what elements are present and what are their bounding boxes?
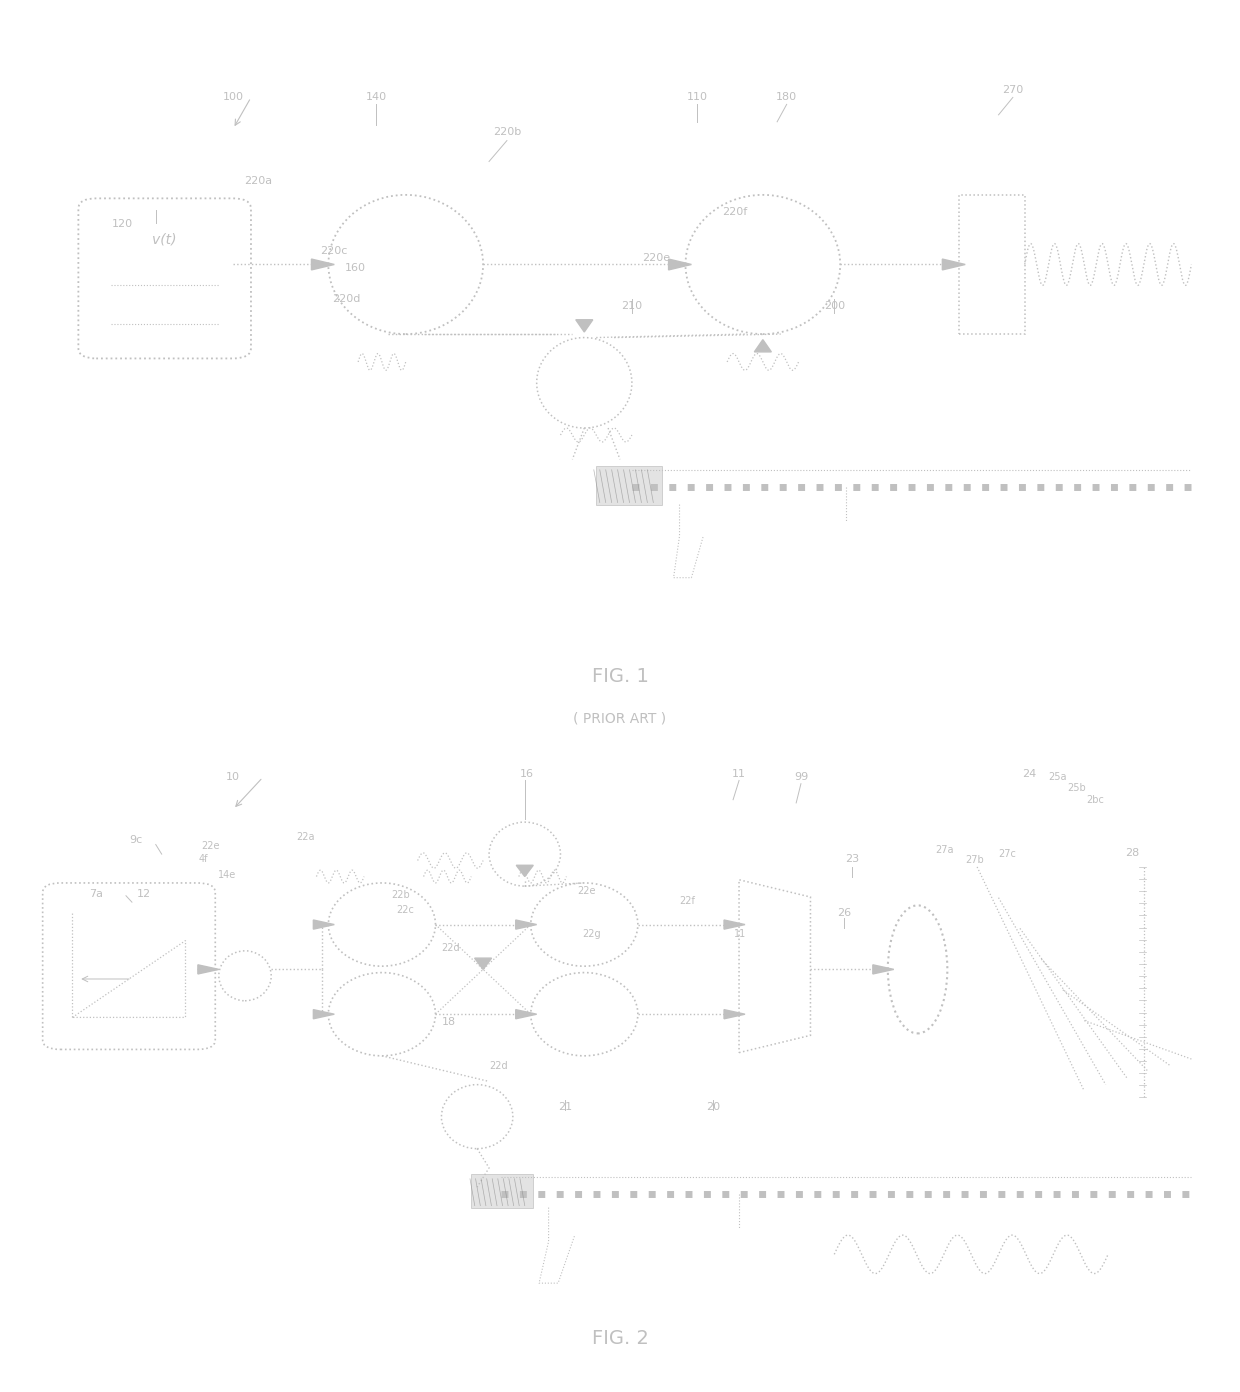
FancyBboxPatch shape xyxy=(596,466,662,505)
Text: 26: 26 xyxy=(837,908,851,919)
Polygon shape xyxy=(311,259,335,270)
Polygon shape xyxy=(198,965,218,974)
Text: 23: 23 xyxy=(846,855,859,864)
Text: 10: 10 xyxy=(226,773,241,782)
Polygon shape xyxy=(314,920,335,928)
Polygon shape xyxy=(516,920,537,928)
Text: 18: 18 xyxy=(441,1018,455,1027)
Text: 14e: 14e xyxy=(218,870,236,881)
Text: 22g: 22g xyxy=(582,930,600,940)
Text: 22f: 22f xyxy=(680,896,696,906)
Text: 140: 140 xyxy=(366,92,387,103)
Text: FIG. 2: FIG. 2 xyxy=(591,1329,649,1347)
Text: 160: 160 xyxy=(345,263,366,273)
Text: 12: 12 xyxy=(136,889,151,899)
Text: 22e: 22e xyxy=(201,841,219,851)
Polygon shape xyxy=(668,259,692,270)
Text: 220d: 220d xyxy=(332,294,361,305)
FancyBboxPatch shape xyxy=(471,1175,533,1208)
Text: 25a: 25a xyxy=(1049,773,1068,782)
Text: 27b: 27b xyxy=(965,855,985,864)
Polygon shape xyxy=(724,920,745,928)
Text: FIG. 1: FIG. 1 xyxy=(591,667,649,686)
Polygon shape xyxy=(475,958,491,969)
Text: 4f: 4f xyxy=(198,853,208,864)
Text: 110: 110 xyxy=(687,92,708,103)
Text: 24: 24 xyxy=(1022,770,1037,780)
Polygon shape xyxy=(575,320,593,331)
Text: 22b: 22b xyxy=(392,889,410,899)
Polygon shape xyxy=(942,259,965,270)
Polygon shape xyxy=(516,1009,537,1019)
Text: 22c: 22c xyxy=(397,905,414,915)
Text: 220a: 220a xyxy=(244,175,273,187)
Text: 16: 16 xyxy=(520,770,534,780)
Text: ( PRIOR ART ): ( PRIOR ART ) xyxy=(573,711,667,725)
FancyBboxPatch shape xyxy=(78,199,250,359)
Text: 220c: 220c xyxy=(321,245,348,256)
Polygon shape xyxy=(754,340,771,352)
Text: 9c: 9c xyxy=(129,835,143,845)
Text: 270: 270 xyxy=(1002,85,1023,96)
Text: 120: 120 xyxy=(112,219,133,230)
Text: 220f: 220f xyxy=(722,207,746,217)
Text: 210: 210 xyxy=(621,301,642,312)
Text: 25b: 25b xyxy=(1068,784,1086,793)
Text: 22d: 22d xyxy=(441,944,460,954)
Text: 11: 11 xyxy=(732,770,746,780)
Text: 22e: 22e xyxy=(577,885,595,896)
Text: 27a: 27a xyxy=(935,845,954,855)
Text: 100: 100 xyxy=(223,92,243,103)
Text: 22a: 22a xyxy=(296,832,315,842)
Polygon shape xyxy=(724,1009,745,1019)
Text: 7a: 7a xyxy=(89,889,103,899)
Text: 99: 99 xyxy=(794,773,808,782)
Text: 20: 20 xyxy=(706,1102,720,1112)
Polygon shape xyxy=(314,1009,335,1019)
Text: 28: 28 xyxy=(1125,848,1140,857)
FancyBboxPatch shape xyxy=(960,195,1024,334)
Text: 21: 21 xyxy=(558,1102,573,1112)
Text: 200: 200 xyxy=(823,301,844,312)
Text: 220b: 220b xyxy=(492,127,521,138)
Text: 11: 11 xyxy=(734,930,746,940)
Text: 2bc: 2bc xyxy=(1086,795,1105,805)
Polygon shape xyxy=(516,866,533,877)
FancyBboxPatch shape xyxy=(42,883,216,1050)
Polygon shape xyxy=(873,965,894,974)
Text: 220e: 220e xyxy=(641,252,670,263)
Text: 27c: 27c xyxy=(998,849,1017,859)
Text: 180: 180 xyxy=(776,92,797,103)
Text: v(t): v(t) xyxy=(153,232,177,246)
Text: 22d: 22d xyxy=(489,1061,507,1070)
